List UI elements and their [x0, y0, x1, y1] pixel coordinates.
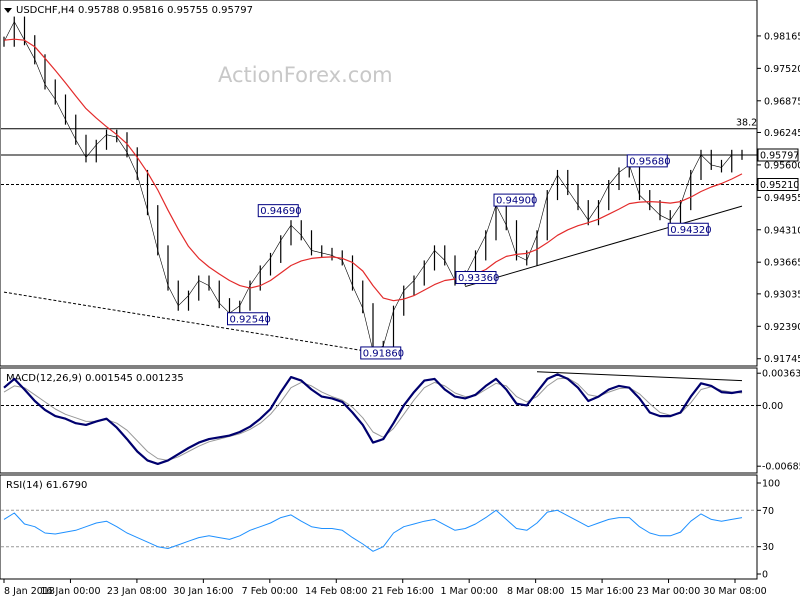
- rsi-title: RSI(14) 61.6790: [6, 480, 87, 491]
- macd-tick-label: 0.003638: [762, 369, 800, 380]
- price-tag-label: 0.95210: [760, 180, 799, 191]
- rsi-panel: RSI(14) 61.6790 100 70 30 0: [0, 474, 780, 581]
- x-tick-label: 23 Mar 00:00: [637, 586, 700, 597]
- price-frame: [0, 0, 758, 367]
- x-tick-label: 15 Mar 16:00: [570, 586, 633, 597]
- fib-level-label: 38.2: [736, 118, 757, 129]
- watermark: ActionForex.com: [218, 63, 393, 87]
- macd-frame: [0, 367, 758, 474]
- price-tick-label: 0.97520: [764, 64, 800, 75]
- price-trendlines: [3, 205, 743, 355]
- moving-average-line: [3, 38, 743, 302]
- macd-tick-label: -0.006858: [762, 462, 800, 473]
- macd-main-line: [3, 373, 743, 465]
- price-panel: ActionForex.com USDCHF,H4 0.95788 0.9581…: [0, 0, 800, 367]
- price-tag-box: [757, 148, 799, 162]
- x-tick-label: 1 Mar 00:00: [440, 586, 497, 597]
- price-tick-label: 0.98165: [764, 31, 800, 42]
- ohlc-readout: 0.95788 0.95816 0.95755 0.95797: [78, 5, 253, 16]
- rsi-y-axis: 100 70 30 0: [757, 479, 780, 581]
- macd-tick-label: 0.00: [762, 401, 783, 412]
- level-annotation-box: [360, 346, 402, 360]
- rsi-series: [1, 509, 757, 552]
- x-tick-label: 8 Mar 08:00: [507, 586, 564, 597]
- level-annotation: 0.95680: [629, 156, 670, 167]
- x-tick-label: 7 Feb 00:00: [242, 586, 298, 597]
- rsi-tick-label: 0: [762, 570, 768, 581]
- level-annotation: 0.94690: [260, 206, 301, 217]
- rsi-tick-label: 30: [762, 542, 774, 553]
- level-annotation-box: [626, 154, 668, 168]
- price-tag-box: [757, 178, 799, 192]
- x-tick-label: 30 Mar 08:00: [703, 586, 766, 597]
- price-tick-label: 0.96245: [764, 128, 800, 139]
- x-tick-label: 14 Feb 08:00: [305, 586, 367, 597]
- price-tick-label: 0.93665: [764, 258, 800, 269]
- x-tick-label: 8 Jan 2018: [4, 586, 55, 597]
- macd-panel: MACD(12,26,9) 0.001545 0.001235 0.003638…: [0, 367, 800, 474]
- x-tick-label: 23 Jan 08:00: [107, 586, 167, 597]
- price-tick-label: 0.95600: [764, 160, 800, 171]
- x-tick-label: 30 Jan 16:00: [173, 586, 233, 597]
- macd-title: MACD(12,26,9) 0.001545 0.001235: [6, 373, 184, 384]
- level-annotation: 0.94320: [670, 225, 711, 236]
- price-tick-label: 0.91745: [764, 354, 800, 365]
- x-tick-label: 16 Jan 00:00: [40, 586, 100, 597]
- symbol-label: USDCHF,H4: [16, 5, 75, 16]
- rsi-tick-label: 70: [762, 506, 774, 517]
- trendline-1: [465, 205, 743, 288]
- price-tick-label: 0.92390: [764, 322, 800, 333]
- price-tick-label: 0.96875: [764, 96, 800, 107]
- macd-series: [1, 371, 757, 465]
- panel-menu-icon[interactable]: [4, 8, 12, 13]
- price-annotations: 0.94690 0.92540 0.91860 0.94900 0.93360 0.956…: [227, 154, 712, 360]
- level-annotation: 0.92540: [230, 314, 271, 325]
- x-tick-label: 21 Feb 16:00: [372, 586, 434, 597]
- price-tick-label: 0.93035: [764, 289, 800, 300]
- level-annotation: 0.94900: [496, 196, 537, 207]
- macd-trendline-0: [536, 371, 743, 382]
- price-tick-label: 0.94955: [764, 193, 800, 204]
- level-annotation-box: [227, 312, 268, 326]
- moving-average-series: [3, 38, 743, 302]
- price-y-axis: 0.98165 0.97520 0.96875 0.96245 0.95600 0.949…: [757, 31, 800, 365]
- price-tag-label: 0.95797: [760, 150, 799, 161]
- level-annotation-box: [257, 204, 299, 218]
- level-annotation-box: [455, 271, 497, 285]
- trendline-0: [3, 291, 384, 355]
- price-tick-label: 0.94310: [764, 225, 800, 236]
- level-annotation-box: [493, 193, 535, 207]
- rsi-line: [3, 509, 743, 552]
- rsi-tick-label: 100: [762, 479, 780, 490]
- level-annotation: 0.93360: [458, 273, 499, 284]
- level-annotation-box: [667, 222, 709, 236]
- macd-signal-line: [3, 377, 743, 461]
- rsi-frame: [0, 474, 758, 580]
- macd-y-axis: 0.003638 0.00 -0.006858: [757, 369, 800, 473]
- level-annotation: 0.91860: [363, 348, 404, 359]
